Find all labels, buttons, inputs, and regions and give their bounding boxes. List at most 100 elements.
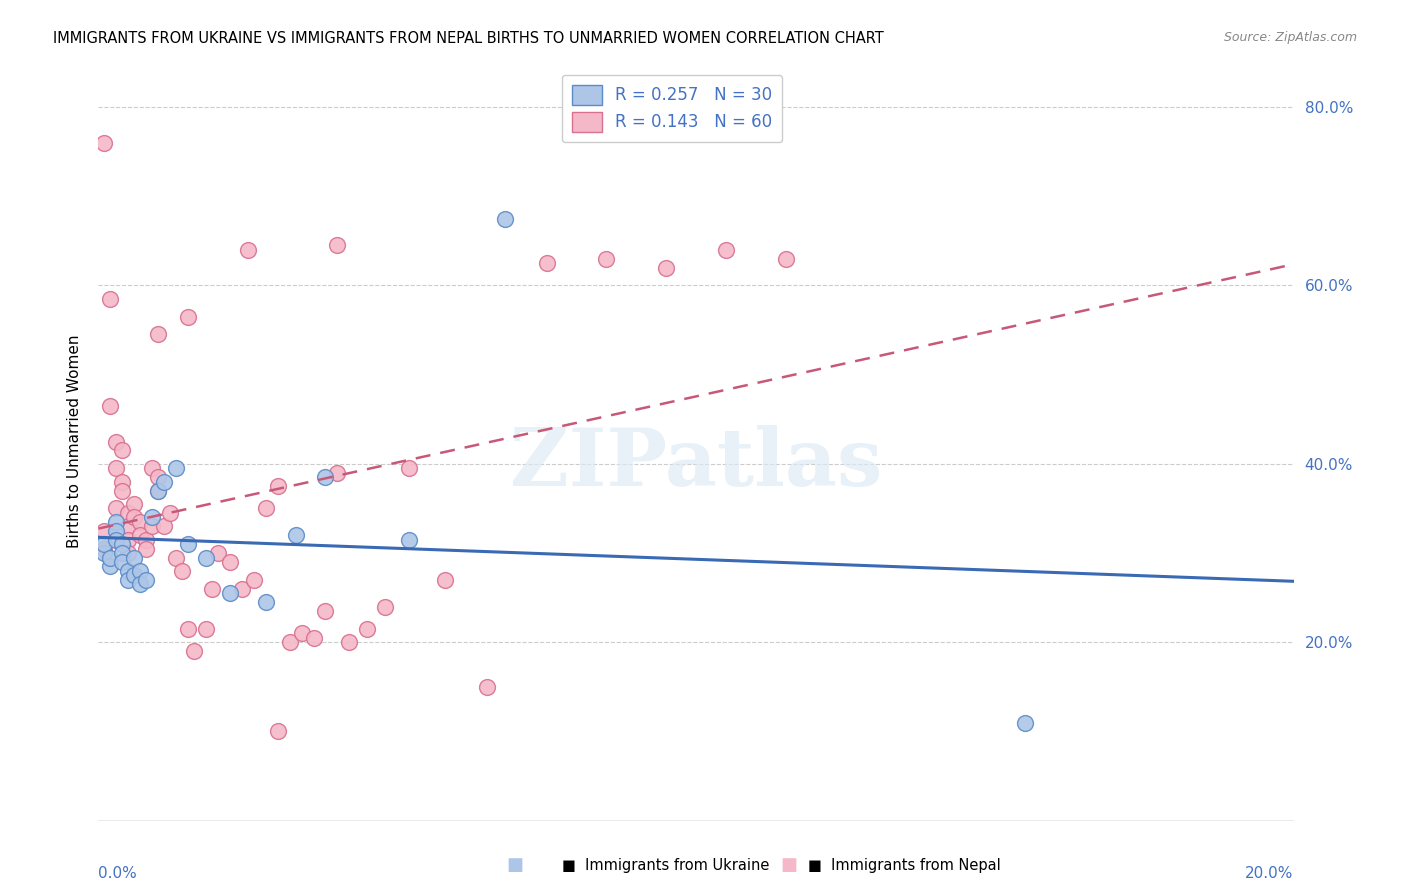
Text: ZIPatlas: ZIPatlas xyxy=(510,425,882,503)
Text: ■  Immigrants from Nepal: ■ Immigrants from Nepal xyxy=(808,858,1001,872)
Point xyxy=(153,475,176,489)
Point xyxy=(141,461,163,475)
Text: Source: ZipAtlas.com: Source: ZipAtlas.com xyxy=(1223,31,1357,45)
Point xyxy=(326,466,349,480)
Point xyxy=(775,252,797,266)
Point xyxy=(105,461,128,475)
Point xyxy=(93,136,115,150)
Text: 0.0%: 0.0% xyxy=(98,866,138,881)
Point xyxy=(124,510,146,524)
Point xyxy=(536,256,558,270)
Point xyxy=(117,519,139,533)
Point xyxy=(165,550,187,565)
Point xyxy=(129,564,152,578)
Point xyxy=(105,515,128,529)
Point xyxy=(93,546,115,560)
Point xyxy=(339,635,361,649)
Point xyxy=(117,533,139,547)
Point xyxy=(434,573,457,587)
Point xyxy=(148,483,170,498)
Point xyxy=(243,573,266,587)
Point xyxy=(111,483,134,498)
Text: ■  Immigrants from Ukraine: ■ Immigrants from Ukraine xyxy=(562,858,769,872)
Point xyxy=(129,528,152,542)
Point xyxy=(714,243,737,257)
Point xyxy=(475,680,498,694)
Point xyxy=(1014,715,1036,730)
Point xyxy=(93,524,115,538)
Point xyxy=(117,506,139,520)
Point xyxy=(124,568,146,582)
Point xyxy=(135,541,157,556)
Text: IMMIGRANTS FROM UKRAINE VS IMMIGRANTS FROM NEPAL BIRTHS TO UNMARRIED WOMEN CORRE: IMMIGRANTS FROM UKRAINE VS IMMIGRANTS FR… xyxy=(53,31,884,46)
Point xyxy=(398,533,420,547)
Point xyxy=(284,528,307,542)
Point xyxy=(201,582,224,596)
Point xyxy=(129,515,152,529)
Point xyxy=(105,501,128,516)
Point xyxy=(177,537,200,551)
Point xyxy=(195,550,218,565)
Point xyxy=(117,564,139,578)
Point xyxy=(159,506,181,520)
Point xyxy=(315,604,337,618)
Point xyxy=(291,626,314,640)
Point xyxy=(595,252,617,266)
Point xyxy=(124,550,146,565)
Legend: R = 0.257   N = 30, R = 0.143   N = 60: R = 0.257 N = 30, R = 0.143 N = 60 xyxy=(562,75,782,142)
Point xyxy=(302,631,325,645)
Point xyxy=(278,635,301,649)
Text: 20.0%: 20.0% xyxy=(1246,866,1294,881)
Point xyxy=(183,644,205,658)
Point xyxy=(494,211,516,226)
Point xyxy=(93,537,115,551)
Point xyxy=(117,573,139,587)
Point xyxy=(207,546,229,560)
Point xyxy=(135,573,157,587)
Point xyxy=(177,622,200,636)
Point xyxy=(148,483,170,498)
Point xyxy=(398,461,420,475)
Point xyxy=(254,595,277,609)
Point xyxy=(655,260,678,275)
Text: ■: ■ xyxy=(780,856,797,874)
Point xyxy=(165,461,187,475)
Point xyxy=(148,470,170,484)
Point xyxy=(105,434,128,449)
Point xyxy=(374,599,396,614)
Point xyxy=(111,546,134,560)
Point xyxy=(117,546,139,560)
Point xyxy=(98,399,122,413)
Point xyxy=(236,243,259,257)
Point xyxy=(124,497,146,511)
Point xyxy=(98,559,122,574)
Point xyxy=(219,555,242,569)
Text: ■: ■ xyxy=(506,856,523,874)
Point xyxy=(315,470,337,484)
Point xyxy=(356,622,378,636)
Point xyxy=(105,524,128,538)
Point xyxy=(111,475,134,489)
Point xyxy=(111,555,134,569)
Point xyxy=(93,541,115,556)
Point xyxy=(141,519,163,533)
Point xyxy=(195,622,218,636)
Point xyxy=(129,577,152,591)
Point xyxy=(98,292,122,306)
Point xyxy=(254,501,277,516)
Point xyxy=(111,443,134,458)
Point xyxy=(135,533,157,547)
Point xyxy=(326,238,349,252)
Point xyxy=(231,582,253,596)
Point xyxy=(267,724,290,739)
Point xyxy=(98,550,122,565)
Point xyxy=(148,327,170,342)
Point xyxy=(219,586,242,600)
Point xyxy=(172,564,194,578)
Point xyxy=(105,533,128,547)
Y-axis label: Births to Unmarried Women: Births to Unmarried Women xyxy=(66,334,82,549)
Point xyxy=(111,537,134,551)
Point xyxy=(177,310,200,324)
Point xyxy=(153,519,176,533)
Point xyxy=(141,510,163,524)
